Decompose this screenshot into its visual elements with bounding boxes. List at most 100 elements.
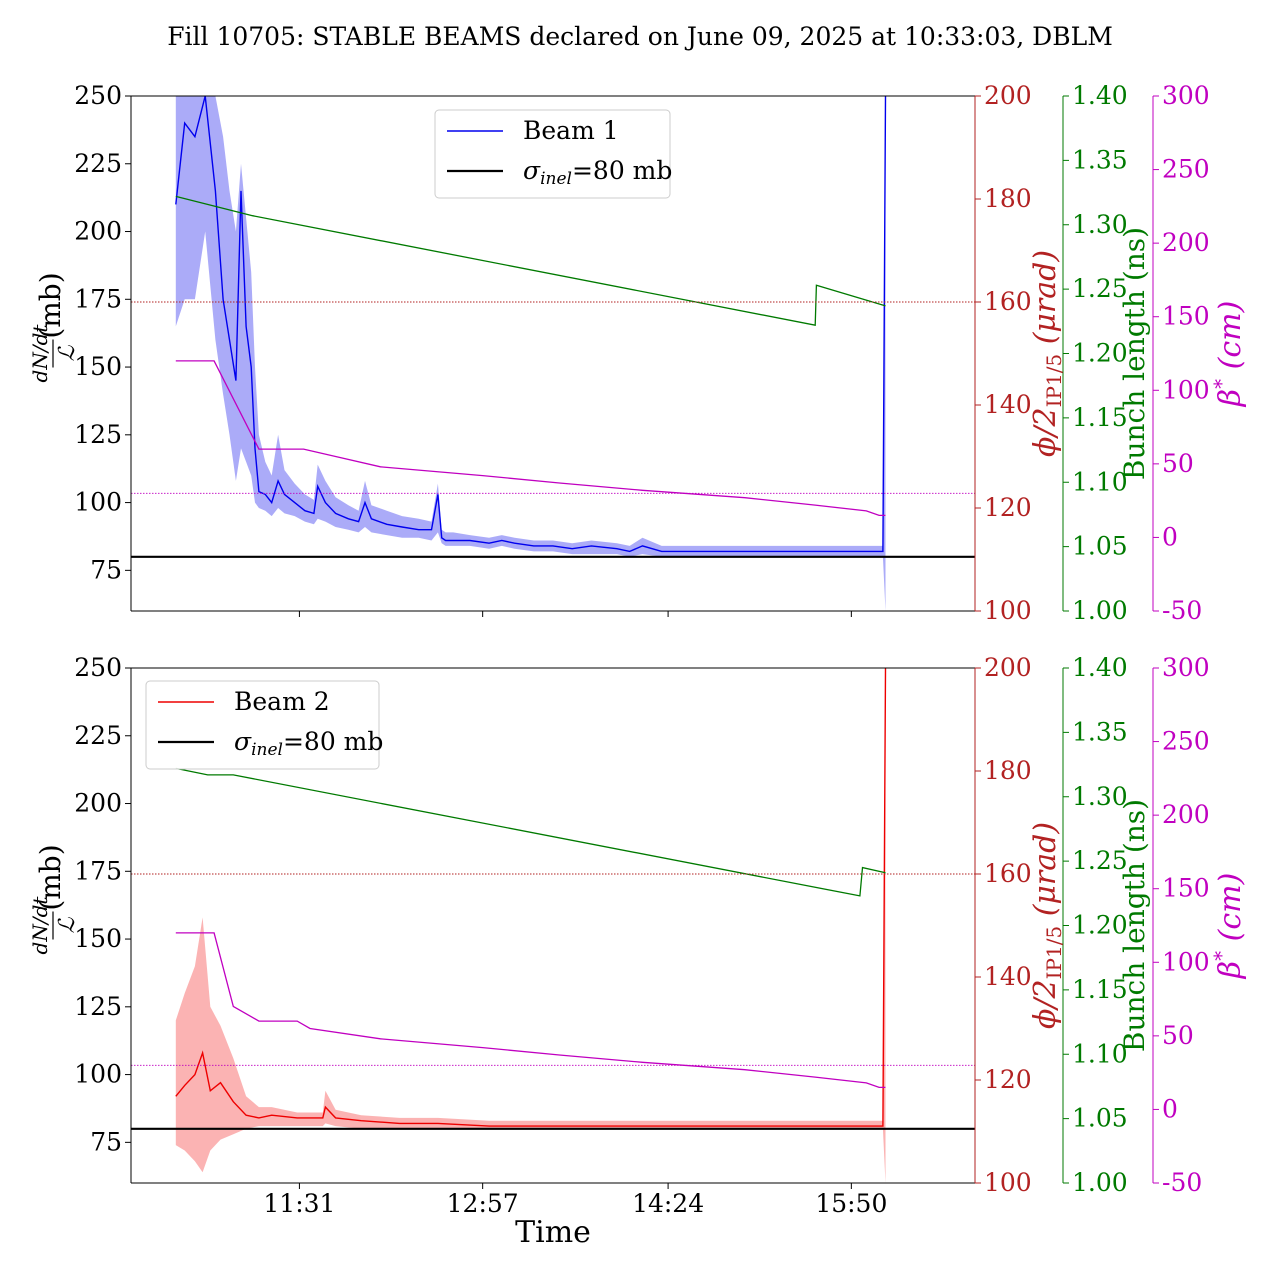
legend-sigma-symbol: σ xyxy=(234,727,252,756)
beta-tick-label: 0 xyxy=(1162,522,1178,551)
left-tick-label: 175 xyxy=(74,856,122,885)
phi-tick-label: 120 xyxy=(984,1065,1032,1094)
beta-tick-label: 250 xyxy=(1162,727,1210,756)
left-tick-label: 225 xyxy=(74,721,122,750)
phi-tick-label: 160 xyxy=(984,287,1032,316)
left-axis-label-unit: (mb) xyxy=(34,272,67,338)
bunch-tick-label: 1.30 xyxy=(1072,210,1128,239)
phi-label-unit: (μrad) xyxy=(1028,822,1063,926)
beta-tick-label: 150 xyxy=(1162,874,1210,903)
beta-tick-label: -50 xyxy=(1162,1168,1202,1197)
phi-tick-label: 200 xyxy=(984,81,1032,110)
beta-tick-label: 300 xyxy=(1162,81,1210,110)
legend-sigma-label: σinel=80 mb xyxy=(523,156,672,189)
beta-star-line xyxy=(175,360,886,517)
phi-label-subscript: IP1/5 xyxy=(1042,926,1066,980)
left-tick-label: 125 xyxy=(74,420,122,449)
phi-tick-label: 180 xyxy=(984,184,1032,213)
left-tick-label: 250 xyxy=(74,653,122,682)
beta-axis-label: β* (cm) xyxy=(1209,301,1248,408)
beta-tick-label: 300 xyxy=(1162,653,1210,682)
bunch-length-line xyxy=(175,767,886,897)
x-tick-label: 11:31 xyxy=(263,1189,335,1218)
legend-sigma-value: =80 mb xyxy=(283,727,383,756)
legend-beam-label: Beam 1 xyxy=(523,116,619,145)
bunch-tick-label: 1.35 xyxy=(1072,145,1128,174)
beta-label-superscript: * xyxy=(1209,379,1233,389)
beta-tick-label: 250 xyxy=(1162,155,1210,184)
plot-area xyxy=(131,96,975,611)
phi-tick-label: 200 xyxy=(984,653,1032,682)
bunch-tick-label: 1.25 xyxy=(1072,274,1128,303)
left-tick-label: 200 xyxy=(74,217,122,246)
beta-tick-label: 100 xyxy=(1162,375,1210,404)
beta-tick-label: 100 xyxy=(1162,947,1210,976)
left-axis-label-denominator: ℒ xyxy=(55,916,80,933)
beta-tick-label: 150 xyxy=(1162,302,1210,331)
figure-title: Fill 10705: STABLE BEAMS declared on Jun… xyxy=(167,22,1113,51)
phi-label-main: ϕ/2 xyxy=(1028,407,1063,457)
left-tick-label: 200 xyxy=(74,789,122,818)
bunch-tick-label: 1.15 xyxy=(1072,403,1128,432)
phi-axis-label: ϕ/2IP1/5 (μrad) xyxy=(1028,822,1066,1029)
left-tick-label: 250 xyxy=(74,81,122,110)
beta-tick-label: -50 xyxy=(1162,596,1202,625)
bunch-tick-label: 1.10 xyxy=(1072,467,1128,496)
left-tick-label: 100 xyxy=(74,488,122,517)
phi-tick-label: 140 xyxy=(984,390,1032,419)
beta-label-superscript: * xyxy=(1209,951,1233,961)
beta-label-unit: (cm) xyxy=(1213,301,1248,379)
bunch-tick-label: 1.20 xyxy=(1072,911,1128,940)
svg-text:ϕ/2IP1/5 (μrad): ϕ/2IP1/5 (μrad) xyxy=(1028,822,1066,1029)
x-tick-label: 14:24 xyxy=(632,1189,704,1218)
bunch-axis-label-text: Bunch length (ns) xyxy=(1118,799,1151,1052)
phi-axis-label: ϕ/2IP1/5 (μrad) xyxy=(1028,250,1066,457)
left-tick-label: 150 xyxy=(74,924,122,953)
phi-tick-label: 120 xyxy=(984,493,1032,522)
bunch-tick-label: 1.05 xyxy=(1072,1104,1128,1133)
left-tick-label: 100 xyxy=(74,1060,122,1089)
phi-tick-label: 100 xyxy=(984,1168,1032,1197)
left-tick-label: 175 xyxy=(74,284,122,313)
left-tick-label: 125 xyxy=(74,992,122,1021)
phi-tick-label: 160 xyxy=(984,859,1032,888)
phi-tick-label: 140 xyxy=(984,962,1032,991)
legend-sigma-value: =80 mb xyxy=(572,156,672,185)
svg-text:ϕ/2IP1/5 (μrad): ϕ/2IP1/5 (μrad) xyxy=(1028,250,1066,457)
legend: Beam 1 σinel=80 mb xyxy=(434,109,672,199)
legend: Beam 2 σinel=80 mb xyxy=(145,680,383,770)
bunch-axis-label-text: Bunch length (ns) xyxy=(1118,227,1151,480)
bunch-length-line xyxy=(175,195,886,326)
phi-label-subscript: IP1/5 xyxy=(1042,354,1066,408)
phi-label-unit: (μrad) xyxy=(1028,250,1063,354)
beta-label-symbol: β xyxy=(1213,961,1248,979)
x-axis-label: Time xyxy=(515,1215,591,1250)
legend-sigma-subscript: inel xyxy=(251,740,283,760)
left-axis-label-unit: (mb) xyxy=(34,844,67,910)
beta-tick-label: 50 xyxy=(1162,449,1194,478)
bunch-tick-label: 1.35 xyxy=(1072,717,1128,746)
beta-tick-label: 0 xyxy=(1162,1094,1178,1123)
bunch-tick-label: 1.00 xyxy=(1072,596,1128,625)
x-tick-label: 15:50 xyxy=(815,1189,887,1218)
left-tick-label: 150 xyxy=(74,352,122,381)
left-axis-label-denominator: ℒ xyxy=(55,344,80,361)
bunch-axis-label: Bunch length (ns) xyxy=(1118,799,1151,1052)
left-tick-label: 225 xyxy=(74,149,122,178)
beta-axis-label: β* (cm) xyxy=(1209,873,1248,980)
phi-tick-label: 100 xyxy=(984,596,1032,625)
legend-beam-label: Beam 2 xyxy=(234,687,330,716)
svg-text:β* (cm): β* (cm) xyxy=(1209,301,1248,408)
beta-tick-label: 200 xyxy=(1162,800,1210,829)
legend-sigma-label: σinel=80 mb xyxy=(234,727,383,760)
phi-tick-label: 180 xyxy=(984,756,1032,785)
bunch-tick-label: 1.30 xyxy=(1072,782,1128,811)
beta-star-line xyxy=(175,932,886,1089)
plot-area xyxy=(131,668,975,1183)
bunch-tick-label: 1.05 xyxy=(1072,532,1128,561)
beam-series-line xyxy=(175,96,887,553)
left-tick-label: 75 xyxy=(90,555,122,584)
legend-box xyxy=(434,109,671,199)
bunch-tick-label: 1.25 xyxy=(1072,846,1128,875)
bunch-tick-label: 1.40 xyxy=(1072,81,1128,110)
